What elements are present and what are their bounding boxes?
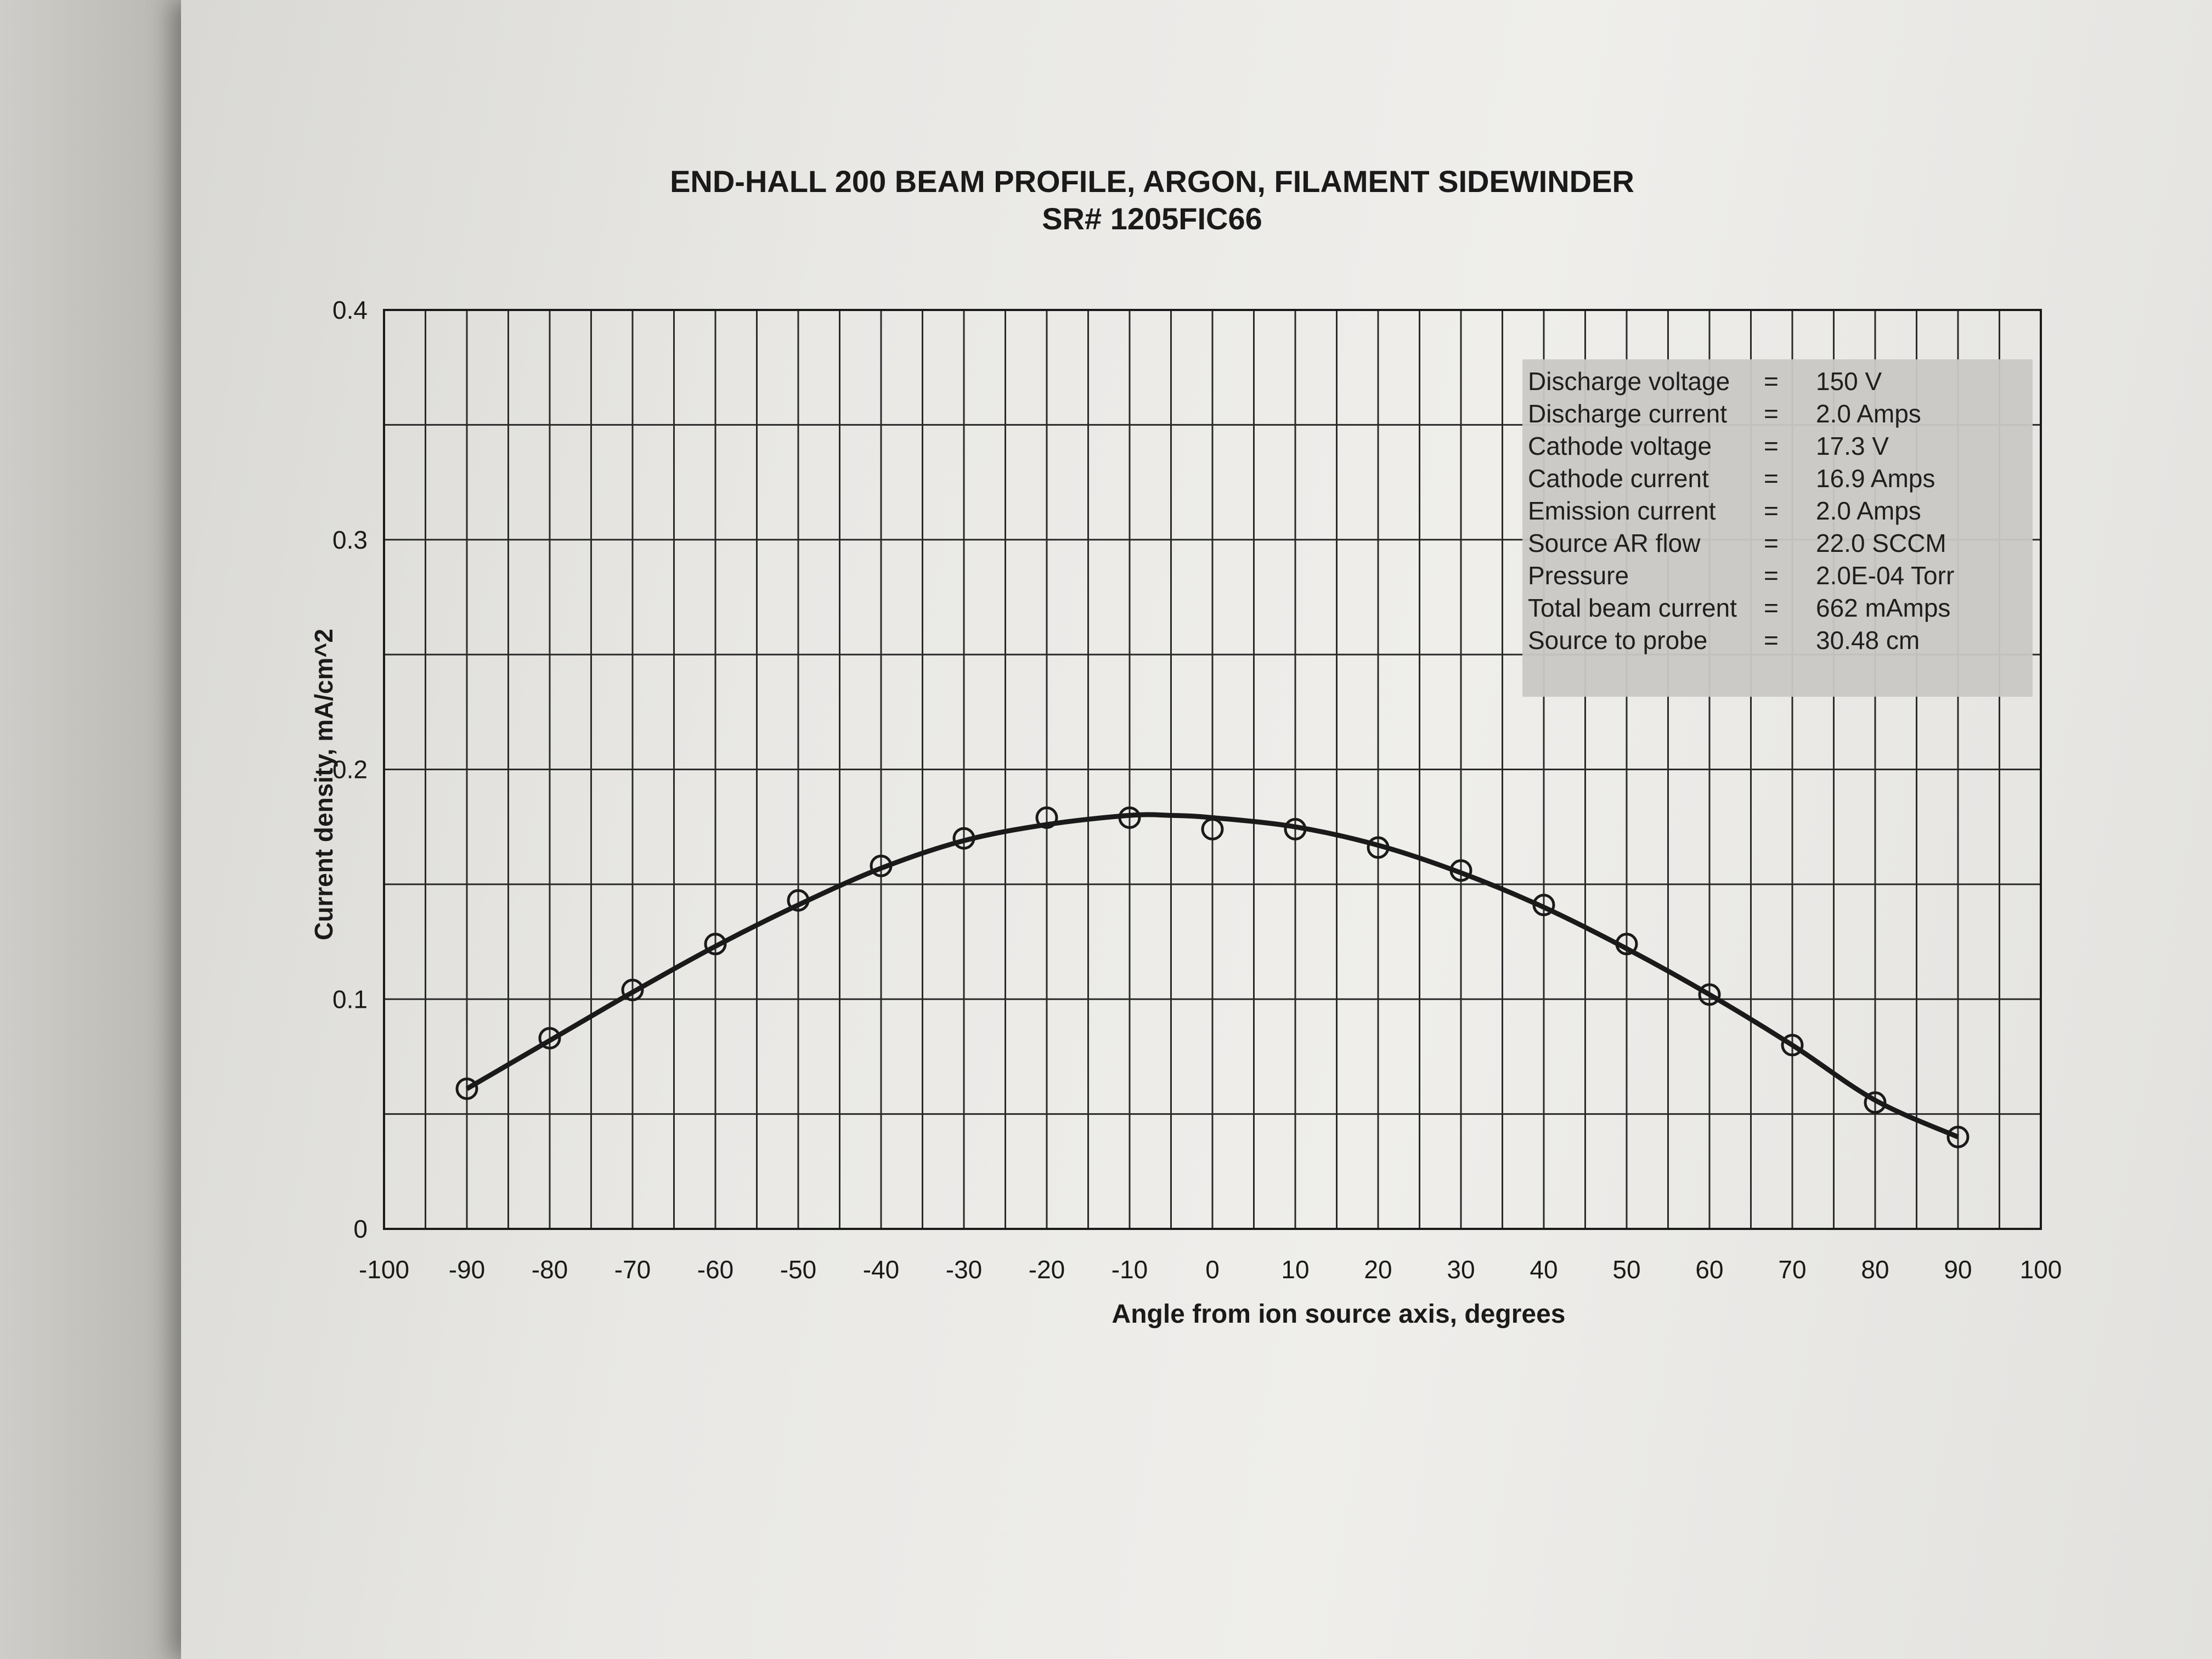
data-points	[455, 806, 1970, 1148]
parameter-row: Source AR flow = 22.0 SCCM	[1528, 528, 2033, 560]
adjacent-page	[0, 0, 181, 1659]
x-tick-label: 40	[1530, 1255, 1558, 1284]
parameter-value: 2.0 Amps	[1816, 496, 1921, 525]
y-tick-label: 0	[353, 1215, 368, 1243]
data-point	[704, 933, 727, 956]
parameter-label: Emission current	[1528, 496, 1716, 525]
chart-title-line1: END-HALL 200 BEAM PROFILE, ARGON, FILAME…	[670, 164, 1634, 199]
data-point	[952, 827, 975, 850]
x-axis-title: Angle from ion source axis, degrees	[1111, 1300, 1566, 1329]
data-point	[1698, 983, 1721, 1006]
x-tick-label: -20	[1029, 1255, 1065, 1284]
parameter-value: 16.9 Amps	[1816, 464, 1936, 493]
y-axis-title: Current density, mA/cm^2	[309, 629, 338, 940]
parameter-row: Discharge voltage = 150 V	[1528, 366, 2033, 398]
x-tick-label: -80	[532, 1255, 568, 1284]
parameter-label: Pressure	[1528, 561, 1629, 590]
data-point	[1118, 806, 1141, 829]
parameter-label: Source AR flow	[1528, 529, 1701, 557]
parameter-value: 150 V	[1816, 367, 1882, 396]
parameter-row: Emission current = 2.0 Amps	[1528, 496, 2033, 528]
data-point	[1449, 859, 1472, 882]
tick-labels: -100 -90 -80 -70 -60 -50 -40 -30 -20 -10 0 10 20 30 40…	[332, 296, 2062, 1284]
y-tick-label: 0.1	[332, 985, 368, 1013]
parameter-value: 2.0 Amps	[1816, 399, 1921, 428]
chart-title-line2: SR# 1205FIC66	[1042, 201, 1262, 236]
data-point	[538, 1026, 561, 1049]
data-point	[1781, 1034, 1804, 1057]
fit-curve	[465, 812, 1959, 1139]
parameter-value: 22.0 SCCM	[1816, 529, 1946, 557]
parameter-label: Total beam current	[1528, 594, 1737, 622]
parameter-row: Discharge current = 2.0 Amps	[1528, 399, 2033, 431]
y-tick-label: 0.2	[332, 755, 368, 784]
y-tick-label: 0.4	[332, 296, 368, 324]
parameter-equals: =	[1764, 594, 1779, 622]
x-tick-label: 70	[1778, 1255, 1806, 1284]
x-tick-label: 30	[1447, 1255, 1475, 1284]
parameter-value: 30.48 cm	[1816, 626, 1920, 654]
parameter-value: 17.3 V	[1816, 432, 1889, 460]
parameter-label: Discharge voltage	[1528, 367, 1730, 396]
x-tick-label: -70	[614, 1255, 651, 1284]
parameter-value: 2.0E-04 Torr	[1816, 561, 1955, 590]
parameter-label: Discharge current	[1528, 399, 1728, 428]
parameter-equals: =	[1764, 626, 1779, 654]
plot-frame	[383, 309, 2042, 1230]
data-point	[1035, 806, 1058, 829]
data-point	[455, 1077, 478, 1101]
parameter-equals: =	[1764, 399, 1779, 428]
data-point	[1367, 836, 1390, 859]
data-point	[1201, 817, 1224, 840]
data-point	[1946, 1126, 1970, 1148]
parameter-label: Cathode current	[1528, 464, 1709, 493]
x-tick-label: 60	[1695, 1255, 1723, 1284]
x-tick-label: -50	[780, 1255, 816, 1284]
parameter-row: Source to probe = 30.48 cm	[1528, 625, 2033, 657]
parameters-box	[1522, 359, 2033, 697]
parameter-equals: =	[1764, 367, 1779, 396]
parameter-label: Source to probe	[1528, 626, 1708, 654]
x-tick-label: 80	[1861, 1255, 1889, 1284]
x-tick-label: -100	[359, 1255, 409, 1284]
parameter-label: Cathode voltage	[1528, 432, 1712, 460]
fit-curve-layer	[465, 812, 1959, 1139]
x-tick-label: -30	[946, 1255, 982, 1284]
x-tick-label: -10	[1111, 1255, 1148, 1284]
x-tick-label: 50	[1612, 1255, 1640, 1284]
data-point	[1284, 817, 1307, 840]
data-point	[1532, 894, 1555, 917]
data-point	[787, 889, 810, 912]
data-point	[870, 854, 893, 877]
parameter-row: Pressure = 2.0E-04 Torr	[1528, 561, 2033, 592]
parameter-equals: =	[1764, 529, 1779, 557]
x-tick-label: 100	[2020, 1255, 2062, 1284]
parameter-equals: =	[1764, 432, 1779, 460]
x-tick-label: -60	[697, 1255, 733, 1284]
data-point	[1864, 1091, 1887, 1114]
parameter-equals: =	[1764, 464, 1779, 493]
data-point	[1615, 933, 1638, 956]
parameter-equals: =	[1764, 496, 1779, 525]
parameter-row: Cathode current = 16.9 Amps	[1528, 464, 2033, 495]
data-point	[621, 979, 644, 1001]
x-tick-label: 0	[1205, 1255, 1220, 1284]
x-tick-label: -40	[863, 1255, 899, 1284]
x-tick-label: 10	[1281, 1255, 1309, 1284]
y-tick-label: 0.3	[332, 526, 368, 554]
x-tick-label: 90	[1944, 1255, 1972, 1284]
parameter-equals: =	[1764, 561, 1779, 590]
chart-axes	[383, 309, 2042, 1230]
parameter-value: 662 mAmps	[1816, 594, 1951, 622]
x-tick-label: -90	[449, 1255, 485, 1284]
parameter-row: Cathode voltage = 17.3 V	[1528, 431, 2033, 463]
paper-sheet	[181, 0, 2212, 1659]
x-tick-label: 20	[1364, 1255, 1392, 1284]
parameter-row: Total beam current = 662 mAmps	[1528, 593, 2033, 625]
